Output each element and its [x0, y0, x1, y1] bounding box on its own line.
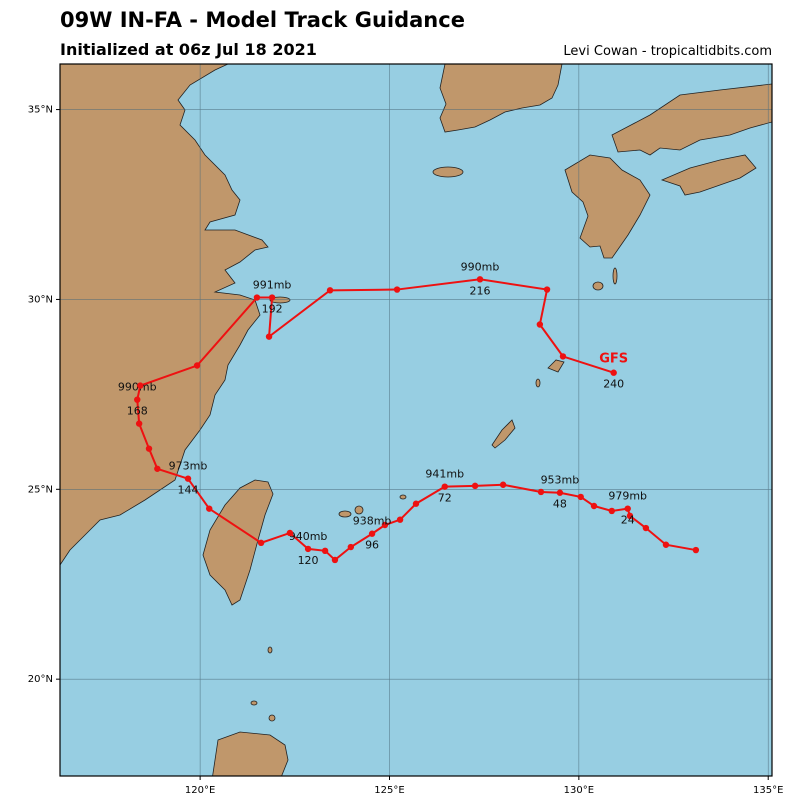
shikoku	[660, 154, 757, 196]
track-point	[253, 294, 261, 301]
track-point	[134, 396, 141, 403]
lon-tick-label: 130°E	[564, 785, 594, 796]
track-point	[536, 321, 544, 328]
track-point	[543, 286, 551, 293]
island	[535, 378, 541, 388]
track-point	[286, 529, 294, 537]
land	[60, 64, 772, 776]
lat-tick-label: 30°N	[28, 294, 53, 305]
track-point	[304, 545, 312, 553]
track-point	[321, 547, 329, 555]
lat-tick-label: 25°N	[28, 484, 53, 495]
track-point	[347, 543, 355, 551]
credit: Levi Cowan - tropicaltidbits.com	[563, 44, 772, 59]
forecast-hour-label: 72	[438, 492, 452, 505]
track-point	[608, 507, 615, 515]
forecast-hour-label: 24	[621, 514, 635, 527]
track-point	[556, 489, 564, 496]
forecast-hour-label: 192	[262, 303, 283, 316]
axis-ticks: 35°N 30°N 25°N 20°N 120°E 125°E 130°E 135°E	[28, 105, 784, 796]
okinawa	[491, 419, 516, 449]
track-point	[441, 483, 448, 490]
island	[268, 714, 276, 722]
track-point	[135, 420, 143, 427]
track-point	[393, 286, 401, 293]
track-point	[368, 530, 376, 537]
island	[354, 505, 364, 515]
track-point	[537, 488, 545, 496]
track-point	[331, 556, 339, 564]
pressure-label: 991mb	[253, 279, 292, 292]
map-frame	[59, 63, 773, 777]
pressure-label: 938mb	[353, 515, 392, 528]
pressure-label: 973mb	[169, 460, 208, 473]
track-point	[145, 445, 153, 452]
track-point	[626, 512, 634, 520]
pressure-label: 940mb	[289, 530, 328, 543]
track-point	[610, 369, 617, 376]
forecast-hour-label: 168	[127, 405, 148, 418]
track-point	[471, 482, 479, 490]
track-point	[265, 333, 273, 340]
model-label: GFS	[599, 352, 628, 367]
korea	[439, 64, 563, 133]
island	[338, 510, 352, 518]
forecast-hour-label: 240	[603, 378, 624, 391]
pressure-label: 990mb	[118, 381, 157, 394]
lon-tick-label: 120°E	[185, 785, 215, 796]
honshu	[611, 83, 772, 156]
track-point	[692, 546, 700, 554]
amami-island	[547, 359, 565, 373]
track-point	[642, 524, 650, 532]
china-mainland	[60, 64, 269, 566]
forecast-hour-label: 144	[178, 484, 199, 497]
taiwan	[202, 479, 274, 606]
pressure-label: 979mb	[608, 490, 647, 503]
forecast-hour-label: 120	[298, 554, 319, 567]
track-point	[268, 294, 276, 301]
lat-tick-label: 20°N	[28, 674, 53, 685]
map-title: 09W IN-FA - Model Track Guidance	[60, 8, 465, 32]
island	[612, 267, 618, 285]
track-point	[193, 362, 201, 369]
kyushu	[564, 154, 651, 259]
track-point	[624, 505, 631, 512]
track-point	[137, 382, 144, 389]
track-point	[499, 481, 507, 488]
track-point	[590, 502, 598, 510]
pressure-label: 941mb	[425, 468, 464, 481]
track-point	[412, 500, 420, 507]
forecast-hour-label: 216	[470, 284, 491, 297]
track-point	[662, 541, 670, 548]
track-point	[257, 539, 265, 547]
gfs-track: 979mb 24 953mb 48 941mb 72 938mb 96 940mb 120 973m…	[118, 260, 700, 567]
island	[250, 700, 258, 706]
track-point	[184, 475, 192, 482]
track-point	[476, 276, 484, 283]
track-point	[381, 521, 389, 529]
luzon	[212, 731, 289, 776]
lon-tick-label: 125°E	[374, 785, 404, 796]
pressure-label: 990mb	[461, 260, 500, 273]
track-point	[559, 353, 567, 360]
island	[399, 494, 407, 500]
jeju-island	[432, 166, 464, 178]
track-point	[326, 287, 334, 294]
forecast-hour-label: 48	[553, 498, 567, 511]
track-point	[154, 465, 161, 472]
island	[592, 281, 604, 291]
lon-tick-label: 135°E	[753, 785, 783, 796]
forecast-hour-label: 96	[365, 539, 379, 552]
init-time: Initialized at 06z Jul 18 2021	[60, 40, 317, 59]
pressure-label: 953mb	[541, 474, 580, 487]
graticule	[60, 64, 772, 776]
island	[267, 646, 273, 654]
track-point	[577, 493, 584, 501]
track-point	[396, 516, 404, 523]
lat-tick-label: 35°N	[28, 105, 53, 116]
track-point	[206, 505, 213, 512]
